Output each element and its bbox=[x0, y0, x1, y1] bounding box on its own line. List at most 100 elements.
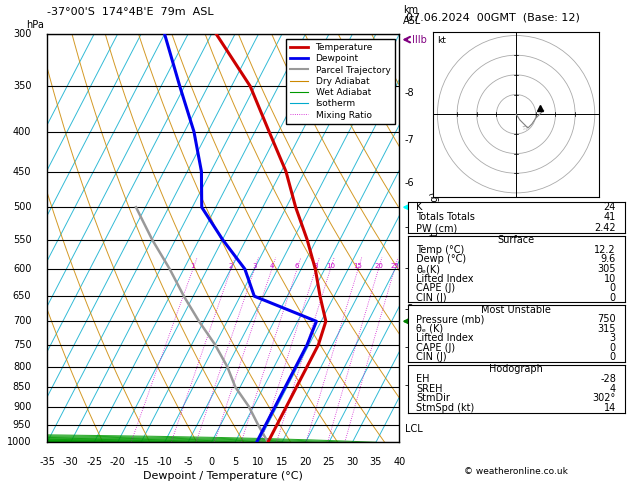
Text: Mixing Ratio (g/kg): Mixing Ratio (g/kg) bbox=[430, 192, 440, 284]
Text: 40: 40 bbox=[393, 456, 406, 467]
Text: 30: 30 bbox=[347, 456, 359, 467]
Text: kt: kt bbox=[437, 35, 447, 45]
Text: 07.06.2024  00GMT  (Base: 12): 07.06.2024 00GMT (Base: 12) bbox=[406, 12, 579, 22]
Text: -6: -6 bbox=[404, 178, 415, 189]
Text: -37°00'S  174°4B'E  79m  ASL: -37°00'S 174°4B'E 79m ASL bbox=[47, 7, 214, 17]
Text: Totals Totals: Totals Totals bbox=[416, 212, 475, 223]
Text: 0: 0 bbox=[610, 343, 616, 353]
Text: -3: -3 bbox=[404, 304, 415, 314]
Text: Most Unstable: Most Unstable bbox=[481, 305, 551, 314]
Text: 0: 0 bbox=[610, 293, 616, 303]
Text: K: K bbox=[416, 202, 423, 212]
Text: 5: 5 bbox=[232, 456, 238, 467]
Text: 25: 25 bbox=[390, 263, 399, 269]
Text: Pressure (mb): Pressure (mb) bbox=[416, 314, 485, 324]
Text: 850: 850 bbox=[13, 382, 31, 392]
Text: θₑ(K): θₑ(K) bbox=[416, 264, 440, 274]
Text: 14: 14 bbox=[604, 403, 616, 413]
Text: -8: -8 bbox=[404, 88, 415, 98]
Text: -5: -5 bbox=[404, 222, 415, 232]
Text: 6: 6 bbox=[295, 263, 299, 269]
Text: 350: 350 bbox=[13, 81, 31, 91]
Text: 750: 750 bbox=[13, 340, 31, 350]
Text: -5: -5 bbox=[183, 456, 193, 467]
Text: © weatheronline.co.uk: © weatheronline.co.uk bbox=[464, 467, 568, 476]
Text: -15: -15 bbox=[133, 456, 149, 467]
Legend: Temperature, Dewpoint, Parcel Trajectory, Dry Adiabat, Wet Adiabat, Isotherm, Mi: Temperature, Dewpoint, Parcel Trajectory… bbox=[286, 38, 395, 124]
Text: ☆: ☆ bbox=[522, 125, 528, 131]
Text: 20: 20 bbox=[374, 263, 383, 269]
Text: -25: -25 bbox=[86, 456, 102, 467]
Text: 20: 20 bbox=[299, 456, 312, 467]
Text: 1: 1 bbox=[191, 263, 195, 269]
Text: -2: -2 bbox=[404, 342, 415, 352]
Text: 41: 41 bbox=[604, 212, 616, 223]
Text: 0: 0 bbox=[610, 283, 616, 293]
Text: θₑ (K): θₑ (K) bbox=[416, 324, 443, 333]
Text: 4: 4 bbox=[270, 263, 274, 269]
Text: SREH: SREH bbox=[416, 383, 443, 394]
Text: 950: 950 bbox=[13, 420, 31, 430]
Text: 800: 800 bbox=[13, 362, 31, 372]
Text: 10: 10 bbox=[252, 456, 265, 467]
Text: 10: 10 bbox=[604, 274, 616, 283]
Text: -4: -4 bbox=[404, 263, 415, 273]
Text: 1000: 1000 bbox=[7, 437, 31, 447]
Text: 750: 750 bbox=[598, 314, 616, 324]
Text: km
ASL: km ASL bbox=[403, 5, 421, 26]
Text: Hodograph: Hodograph bbox=[489, 364, 543, 374]
Text: 35: 35 bbox=[370, 456, 382, 467]
Text: 700: 700 bbox=[13, 316, 31, 326]
Text: 9.6: 9.6 bbox=[601, 255, 616, 264]
Text: 305: 305 bbox=[598, 264, 616, 274]
Text: 900: 900 bbox=[13, 401, 31, 412]
Text: 500: 500 bbox=[13, 202, 31, 212]
Text: 4: 4 bbox=[610, 383, 616, 394]
Text: Dewpoint / Temperature (°C): Dewpoint / Temperature (°C) bbox=[143, 471, 303, 481]
Text: 0: 0 bbox=[610, 352, 616, 362]
Text: LCL: LCL bbox=[404, 424, 423, 434]
Text: 300: 300 bbox=[13, 29, 31, 39]
Text: 25: 25 bbox=[323, 456, 335, 467]
Text: 302°: 302° bbox=[593, 393, 616, 403]
Text: 0: 0 bbox=[208, 456, 214, 467]
Text: Temp (°C): Temp (°C) bbox=[416, 245, 465, 255]
Text: IIIb: IIIb bbox=[412, 35, 426, 45]
Text: 2.42: 2.42 bbox=[594, 223, 616, 233]
Text: -7: -7 bbox=[404, 135, 415, 145]
Text: -20: -20 bbox=[109, 456, 126, 467]
Text: 2: 2 bbox=[229, 263, 233, 269]
Text: III: III bbox=[412, 202, 420, 212]
Text: 400: 400 bbox=[13, 126, 31, 137]
Text: -35: -35 bbox=[39, 456, 55, 467]
Text: StmSpd (kt): StmSpd (kt) bbox=[416, 403, 474, 413]
Text: EH: EH bbox=[416, 374, 430, 384]
Text: 15: 15 bbox=[276, 456, 288, 467]
Text: -1: -1 bbox=[404, 380, 415, 390]
Text: 650: 650 bbox=[13, 291, 31, 301]
Text: P: P bbox=[412, 316, 418, 326]
Text: PW (cm): PW (cm) bbox=[416, 223, 457, 233]
Text: -30: -30 bbox=[63, 456, 79, 467]
Text: Lifted Index: Lifted Index bbox=[416, 274, 474, 283]
Text: 24: 24 bbox=[604, 202, 616, 212]
Text: CIN (J): CIN (J) bbox=[416, 293, 447, 303]
Text: -28: -28 bbox=[600, 374, 616, 384]
Text: hPa: hPa bbox=[26, 20, 44, 30]
Text: CAPE (J): CAPE (J) bbox=[416, 343, 455, 353]
Text: -10: -10 bbox=[157, 456, 172, 467]
Text: 15: 15 bbox=[353, 263, 362, 269]
Text: 8: 8 bbox=[313, 263, 318, 269]
Text: 315: 315 bbox=[598, 324, 616, 333]
Text: 450: 450 bbox=[13, 167, 31, 176]
Text: 12.2: 12.2 bbox=[594, 245, 616, 255]
Text: 10: 10 bbox=[326, 263, 335, 269]
Text: CAPE (J): CAPE (J) bbox=[416, 283, 455, 293]
Text: Dewp (°C): Dewp (°C) bbox=[416, 255, 466, 264]
Text: 3: 3 bbox=[610, 333, 616, 343]
Text: Lifted Index: Lifted Index bbox=[416, 333, 474, 343]
Text: Surface: Surface bbox=[498, 235, 535, 245]
Text: CIN (J): CIN (J) bbox=[416, 352, 447, 362]
Text: 600: 600 bbox=[13, 264, 31, 274]
Text: 3: 3 bbox=[252, 263, 257, 269]
